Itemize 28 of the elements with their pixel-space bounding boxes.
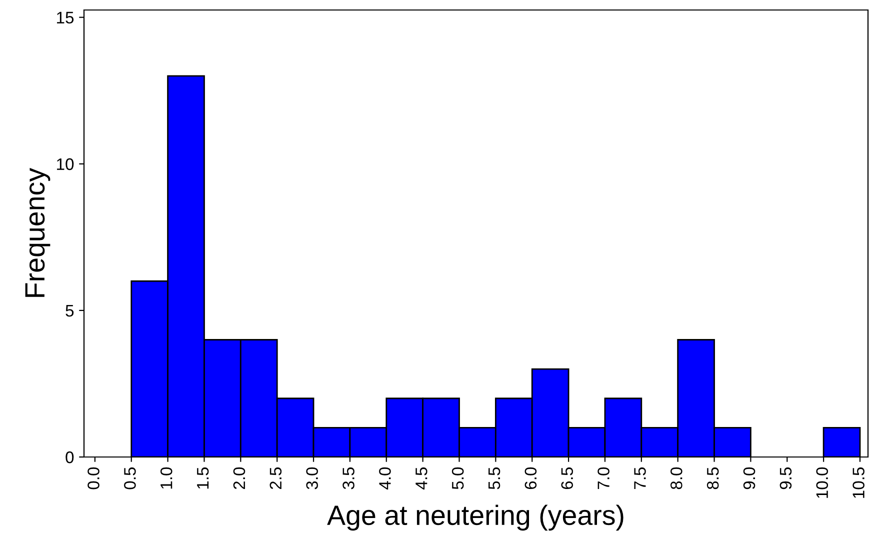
x-tick-label: 3.5 xyxy=(342,467,354,490)
x-tick-label: 7.5 xyxy=(634,467,646,490)
x-axis-title: Age at neutering (years) xyxy=(327,504,624,531)
x-tick-label: 6.5 xyxy=(561,467,574,490)
x-tick-label: 4.5 xyxy=(416,467,428,490)
x-tick-label: 2.0 xyxy=(233,467,246,490)
x-tick-label: 0.0 xyxy=(88,467,100,490)
x-tick-label: 10.5 xyxy=(852,467,864,498)
x-tick-label: 10.0 xyxy=(816,467,828,498)
x-tick-label: 8.0 xyxy=(670,467,682,490)
y-tick-label: 5 xyxy=(66,305,74,317)
x-tick-label: 3.0 xyxy=(306,467,318,490)
x-tick-label: 1.0 xyxy=(160,467,172,489)
x-tick-label: 6.0 xyxy=(524,467,537,490)
x-tick-label: 0.5 xyxy=(124,467,136,490)
y-tick-label: 15 xyxy=(57,12,74,24)
x-tick-label: 2.5 xyxy=(270,467,282,490)
x-tick-label: 8.5 xyxy=(706,467,719,490)
y-tick-label: 0 xyxy=(66,451,74,464)
x-tick-label: 5.5 xyxy=(488,467,500,490)
y-axis-title: Frequency xyxy=(25,168,50,297)
x-tick-label: 9.0 xyxy=(743,467,756,490)
x-tick-label: 1.5 xyxy=(197,467,209,489)
x-tick-label: 4.0 xyxy=(379,467,391,490)
x-tick-label: 9.5 xyxy=(780,467,792,490)
x-tick-label: 5.0 xyxy=(452,467,464,490)
y-tick-label: 10 xyxy=(57,158,74,170)
x-tick-label: 7.0 xyxy=(598,467,610,490)
